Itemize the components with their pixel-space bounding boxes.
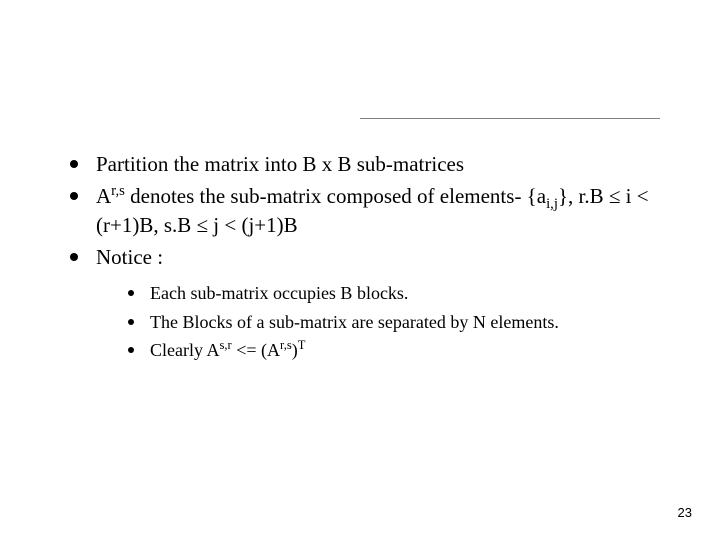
list-item: Each sub-matrix occupies B blocks. [128, 281, 670, 305]
list-item: Ar,s denotes the sub-matrix composed of … [70, 182, 670, 239]
text-run: denotes the sub-matrix composed of eleme… [125, 184, 546, 208]
list-item: Clearly As,r <= (Ar,s)T [128, 338, 670, 362]
bullet-icon [70, 192, 78, 200]
bullet-text: Clearly As,r <= (Ar,s)T [150, 338, 670, 362]
bullet-text: Partition the matrix into B x B sub-matr… [96, 150, 670, 178]
content-area: Partition the matrix into B x B sub-matr… [70, 150, 670, 366]
superscript: r,s [280, 338, 292, 352]
bullet-icon [70, 253, 78, 261]
slide: Partition the matrix into B x B sub-matr… [0, 0, 720, 540]
superscript: s,r [220, 338, 232, 352]
bullet-text: Notice : [96, 243, 670, 271]
text-run: Clearly A [150, 340, 220, 360]
bullet-text: Each sub-matrix occupies B blocks. [150, 281, 670, 305]
bullet-icon [128, 290, 134, 296]
bullet-icon [128, 347, 134, 353]
subscript: i,j [546, 197, 558, 213]
text-run: <= (A [232, 340, 280, 360]
superscript: r,s [111, 183, 125, 199]
bullet-icon [70, 160, 78, 168]
main-bullet-list: Partition the matrix into B x B sub-matr… [70, 150, 670, 271]
top-divider [360, 118, 660, 119]
sub-bullet-list: Each sub-matrix occupies B blocks. The B… [70, 281, 670, 362]
text-run: A [96, 184, 111, 208]
bullet-text: The Blocks of a sub-matrix are separated… [150, 310, 670, 334]
list-item: Partition the matrix into B x B sub-matr… [70, 150, 670, 178]
page-number: 23 [678, 505, 692, 520]
bullet-icon [128, 319, 134, 325]
list-item: The Blocks of a sub-matrix are separated… [128, 310, 670, 334]
list-item: Notice : [70, 243, 670, 271]
superscript: T [298, 338, 306, 352]
bullet-text: Ar,s denotes the sub-matrix composed of … [96, 182, 670, 239]
